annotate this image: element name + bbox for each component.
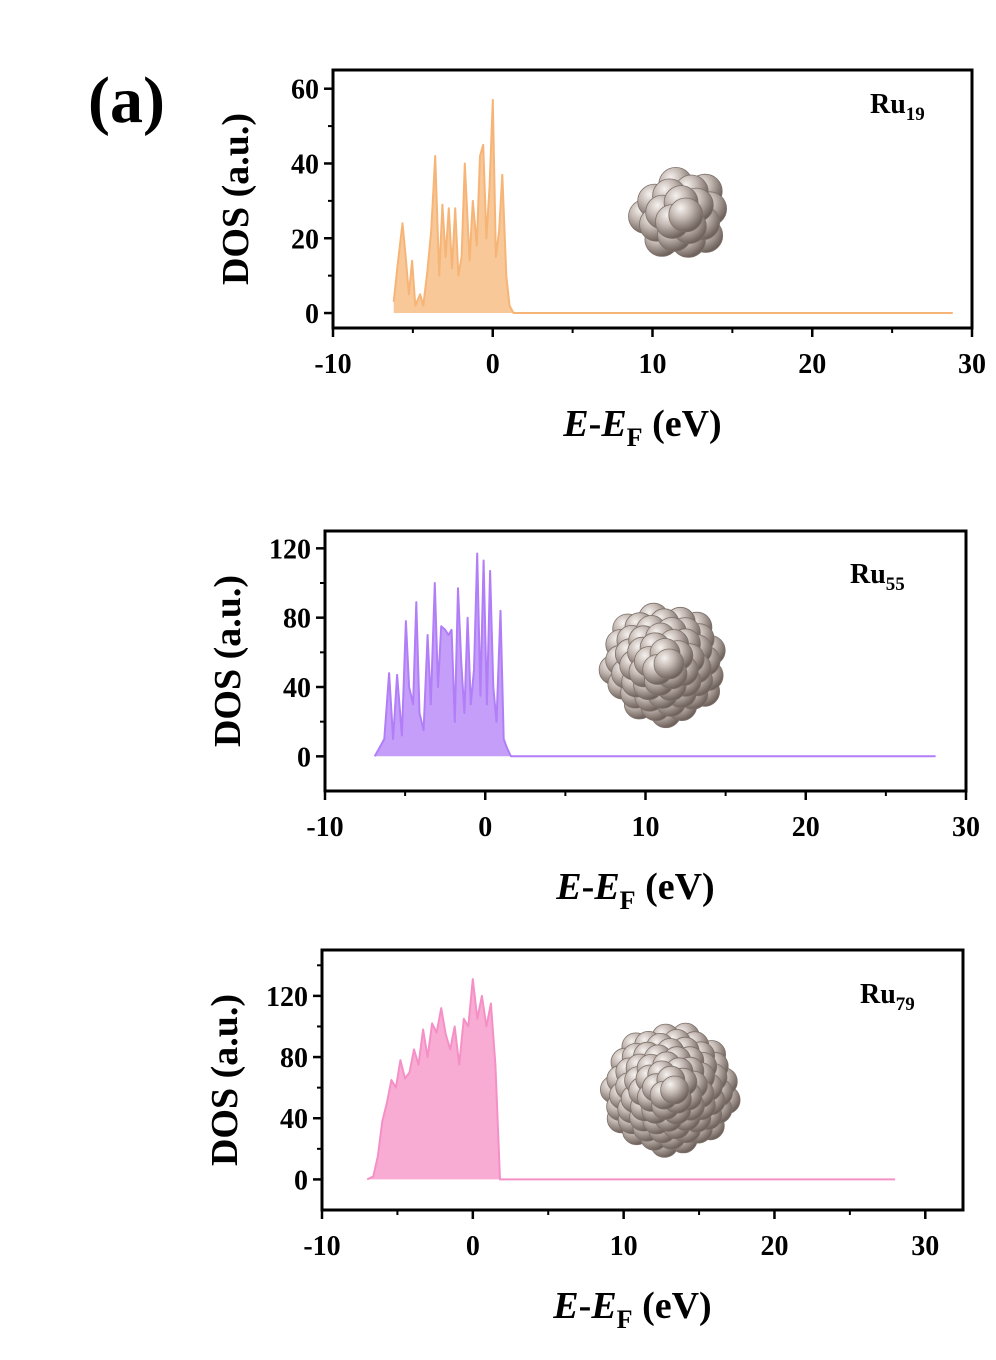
- y-axis-title: DOS (a.u.): [207, 575, 249, 747]
- panel-label: (a): [88, 64, 165, 137]
- atom-sphere: [668, 197, 704, 233]
- cluster-label: Ru55: [850, 559, 905, 595]
- dos-area: [374, 553, 936, 757]
- x-tick-label: 20: [760, 1231, 788, 1262]
- x-axis-title: E-EF (eV): [562, 403, 721, 452]
- y-tick-label: 120: [266, 982, 308, 1013]
- chart-panel-2: -10 0 10 20 30 0 40 80 120 DOS (a.u.) E-EF (eV) Ru7…: [204, 948, 965, 1334]
- x-tick-label: 30: [952, 812, 980, 843]
- x-tick-label: 0: [478, 812, 492, 843]
- x-tick-label: 0: [466, 1231, 480, 1262]
- dos-line: [373, 552, 936, 758]
- x-tick-label: 20: [798, 349, 826, 380]
- y-tick-label: 40: [283, 673, 311, 704]
- y-tick-label: 20: [291, 224, 319, 255]
- x-tick-label: 10: [632, 812, 660, 843]
- x-tick-label: 0: [486, 349, 500, 380]
- y-tick-label: 40: [280, 1104, 308, 1135]
- x-tick-label: 10: [610, 1231, 638, 1262]
- dos-area: [367, 979, 896, 1180]
- x-axis-title: E-EF (eV): [555, 866, 714, 915]
- atom-sphere: [653, 648, 685, 680]
- cluster-image: [628, 166, 727, 258]
- cluster-image: [598, 602, 726, 729]
- x-tick-label: 20: [792, 812, 820, 843]
- y-tick-label: 0: [294, 1165, 308, 1196]
- y-tick-label: 80: [283, 604, 311, 635]
- x-tick-label: 30: [911, 1231, 939, 1262]
- y-axis-title: DOS (a.u.): [215, 113, 257, 285]
- cluster-label: Ru79: [860, 979, 915, 1015]
- x-axis-title: E-EF (eV): [552, 1285, 711, 1334]
- chart-panel-1: -10 0 10 20 30 0 40 80 120 DOS (a.u.) E-EF (eV) Ru5…: [207, 529, 980, 915]
- x-tick-label: -10: [306, 812, 343, 843]
- x-tick-label: 10: [639, 349, 667, 380]
- y-tick-label: 0: [297, 742, 311, 773]
- x-tick-label: -10: [314, 349, 351, 380]
- y-tick-label: 80: [280, 1043, 308, 1074]
- y-tick-label: 40: [291, 149, 319, 180]
- dos-line: [366, 978, 896, 1181]
- cluster-label: Ru19: [870, 89, 925, 125]
- y-tick-label: 120: [269, 534, 311, 565]
- dos-area: [393, 99, 953, 314]
- y-tick-label: 60: [291, 75, 319, 106]
- dos-line: [392, 98, 953, 314]
- cluster-image: [600, 1022, 741, 1158]
- atom-sphere: [660, 1075, 689, 1105]
- x-tick-label: -10: [303, 1231, 340, 1262]
- chart-panel-0: -10 0 10 20 30 0 20 40 60 DOS (a.u.) E-EF (eV) Ru19: [215, 68, 986, 452]
- y-axis-title: DOS (a.u.): [204, 994, 246, 1166]
- plot-frame: [320, 948, 965, 1212]
- y-tick-label: 0: [305, 299, 319, 330]
- x-tick-label: 30: [958, 349, 986, 380]
